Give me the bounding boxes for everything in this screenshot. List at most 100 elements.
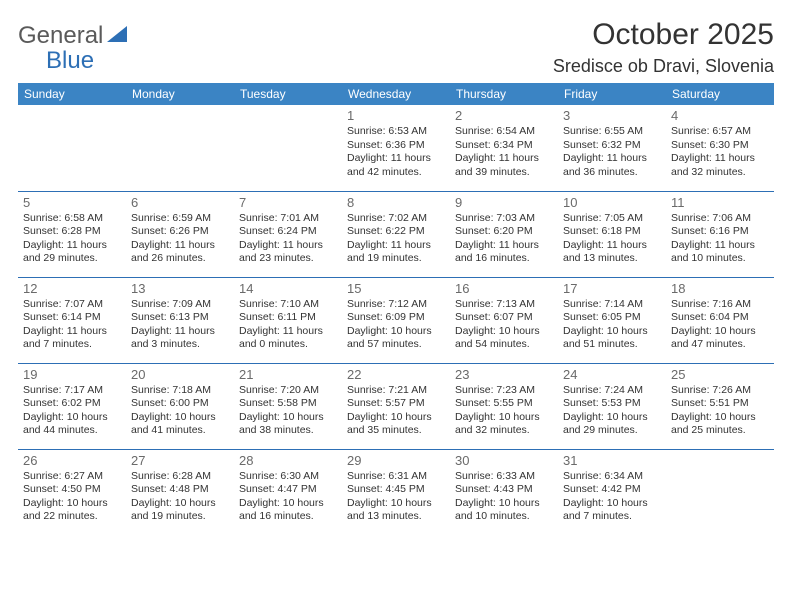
day-details: Sunrise: 7:23 AMSunset: 5:55 PMDaylight:… bbox=[455, 384, 553, 439]
day-details: Sunrise: 6:58 AMSunset: 6:28 PMDaylight:… bbox=[23, 212, 121, 267]
calendar-day-cell: 26Sunrise: 6:27 AMSunset: 4:50 PMDayligh… bbox=[18, 449, 126, 535]
logo-text-general: General bbox=[18, 22, 103, 50]
day-number: 19 bbox=[23, 367, 121, 382]
weekday-header: Friday bbox=[558, 83, 666, 105]
weekday-header-row: SundayMondayTuesdayWednesdayThursdayFrid… bbox=[18, 83, 774, 105]
weekday-header: Thursday bbox=[450, 83, 558, 105]
calendar-day-cell: 28 Sunrise: 6:30 AMSunset: 4:47 PMDayligh… bbox=[234, 449, 342, 535]
day-details: Sunrise: 6:59 AMSunset: 6:26 PMDaylight:… bbox=[131, 212, 229, 267]
weekday-header: Monday bbox=[126, 83, 234, 105]
logo-sail-icon bbox=[107, 25, 129, 48]
calendar-day-cell: 30 Sunrise: 6:33 AMSunset: 4:43 PMDayligh… bbox=[450, 449, 558, 535]
calendar-day-cell bbox=[666, 449, 774, 535]
day-details: Sunrise: 6:57 AMSunset: 6:30 PMDaylight:… bbox=[671, 125, 769, 180]
calendar-day-cell: 31Sunrise: 6:34 AMSunset: 4:42 PMDayligh… bbox=[558, 449, 666, 535]
day-number: 29 bbox=[347, 453, 445, 468]
day-details: Sunrise: 7:06 AMSunset: 6:16 PMDaylight:… bbox=[671, 212, 769, 267]
logo-blue-row: Blue bbox=[18, 47, 774, 75]
calendar-week-row: 5 Sunrise: 6:58 AMSunset: 6:28 PMDaylight… bbox=[18, 191, 774, 277]
day-number: 1 bbox=[347, 108, 445, 123]
calendar-day-cell: 27Sunrise: 6:28 AMSunset: 4:48 PMDayligh… bbox=[126, 449, 234, 535]
calendar-day-cell bbox=[126, 105, 234, 191]
day-number: 16 bbox=[455, 281, 553, 296]
day-number: 4 bbox=[671, 108, 769, 123]
day-details: Sunrise: 6:28 AMSunset: 4:48 PMDaylight:… bbox=[131, 470, 229, 525]
calendar-day-cell: 17 Sunrise: 7:14 AMSunset: 6:05 PMDayligh… bbox=[558, 277, 666, 363]
calendar-day-cell: 13 Sunrise: 7:09 AMSunset: 6:13 PMDayligh… bbox=[126, 277, 234, 363]
day-number: 7 bbox=[239, 195, 337, 210]
weekday-header: Wednesday bbox=[342, 83, 450, 105]
day-details: Sunrise: 7:12 AMSunset: 6:09 PMDaylight:… bbox=[347, 298, 445, 353]
day-details: Sunrise: 7:07 AMSunset: 6:14 PMDaylight:… bbox=[23, 298, 121, 353]
calendar-week-row: 19 Sunrise: 7:17 AMSunset: 6:02 PMDayligh… bbox=[18, 363, 774, 449]
calendar-day-cell: 16 Sunrise: 7:13 AMSunset: 6:07 PMDayligh… bbox=[450, 277, 558, 363]
weekday-header: Saturday bbox=[666, 83, 774, 105]
calendar-day-cell: 11 Sunrise: 7:06 AMSunset: 6:16 PMDayligh… bbox=[666, 191, 774, 277]
calendar-day-cell: 8 Sunrise: 7:02 AMSunset: 6:22 PMDaylight… bbox=[342, 191, 450, 277]
calendar-day-cell: 18Sunrise: 7:16 AMSunset: 6:04 PMDayligh… bbox=[666, 277, 774, 363]
calendar-week-row: 26Sunrise: 6:27 AMSunset: 4:50 PMDayligh… bbox=[18, 449, 774, 535]
day-details: Sunrise: 7:14 AMSunset: 6:05 PMDaylight:… bbox=[563, 298, 661, 353]
calendar-day-cell: 20 Sunrise: 7:18 AMSunset: 6:00 PMDayligh… bbox=[126, 363, 234, 449]
day-details: Sunrise: 7:13 AMSunset: 6:07 PMDaylight:… bbox=[455, 298, 553, 353]
day-details: Sunrise: 7:26 AMSunset: 5:51 PMDaylight:… bbox=[671, 384, 769, 439]
day-number: 5 bbox=[23, 195, 121, 210]
calendar-table: SundayMondayTuesdayWednesdayThursdayFrid… bbox=[18, 83, 774, 535]
calendar-day-cell: 19 Sunrise: 7:17 AMSunset: 6:02 PMDayligh… bbox=[18, 363, 126, 449]
calendar-day-cell: 1 Sunrise: 6:53 AMSunset: 6:36 PMDaylight… bbox=[342, 105, 450, 191]
day-details: Sunrise: 7:02 AMSunset: 6:22 PMDaylight:… bbox=[347, 212, 445, 267]
day-details: Sunrise: 7:21 AMSunset: 5:57 PMDaylight:… bbox=[347, 384, 445, 439]
day-number: 13 bbox=[131, 281, 229, 296]
day-details: Sunrise: 7:20 AMSunset: 5:58 PMDaylight:… bbox=[239, 384, 337, 439]
day-details: Sunrise: 7:24 AMSunset: 5:53 PMDaylight:… bbox=[563, 384, 661, 439]
day-number: 23 bbox=[455, 367, 553, 382]
day-details: Sunrise: 6:27 AMSunset: 4:50 PMDaylight:… bbox=[23, 470, 121, 525]
day-number: 20 bbox=[131, 367, 229, 382]
day-number: 15 bbox=[347, 281, 445, 296]
day-details: Sunrise: 6:54 AMSunset: 6:34 PMDaylight:… bbox=[455, 125, 553, 180]
day-details: Sunrise: 7:05 AMSunset: 6:18 PMDaylight:… bbox=[563, 212, 661, 267]
day-number: 12 bbox=[23, 281, 121, 296]
day-number: 24 bbox=[563, 367, 661, 382]
calendar-day-cell: 2Sunrise: 6:54 AMSunset: 6:34 PMDaylight… bbox=[450, 105, 558, 191]
day-number: 10 bbox=[563, 195, 661, 210]
calendar-day-cell: 7 Sunrise: 7:01 AMSunset: 6:24 PMDaylight… bbox=[234, 191, 342, 277]
day-number: 17 bbox=[563, 281, 661, 296]
calendar-day-cell: 5 Sunrise: 6:58 AMSunset: 6:28 PMDaylight… bbox=[18, 191, 126, 277]
calendar-week-row: 1 Sunrise: 6:53 AMSunset: 6:36 PMDaylight… bbox=[18, 105, 774, 191]
day-details: Sunrise: 7:17 AMSunset: 6:02 PMDaylight:… bbox=[23, 384, 121, 439]
calendar-day-cell: 6 Sunrise: 6:59 AMSunset: 6:26 PMDaylight… bbox=[126, 191, 234, 277]
day-number: 14 bbox=[239, 281, 337, 296]
logo-text-blue: Blue bbox=[46, 47, 94, 74]
day-number: 8 bbox=[347, 195, 445, 210]
weekday-header: Sunday bbox=[18, 83, 126, 105]
calendar-day-cell: 21 Sunrise: 7:20 AMSunset: 5:58 PMDayligh… bbox=[234, 363, 342, 449]
logo: General bbox=[18, 18, 131, 50]
day-number: 18 bbox=[671, 281, 769, 296]
calendar-day-cell: 9Sunrise: 7:03 AMSunset: 6:20 PMDaylight… bbox=[450, 191, 558, 277]
calendar-day-cell: 10 Sunrise: 7:05 AMSunset: 6:18 PMDayligh… bbox=[558, 191, 666, 277]
day-details: Sunrise: 7:01 AMSunset: 6:24 PMDaylight:… bbox=[239, 212, 337, 267]
day-details: Sunrise: 6:30 AMSunset: 4:47 PMDaylight:… bbox=[239, 470, 337, 525]
day-details: Sunrise: 7:03 AMSunset: 6:20 PMDaylight:… bbox=[455, 212, 553, 267]
day-details: Sunrise: 7:09 AMSunset: 6:13 PMDaylight:… bbox=[131, 298, 229, 353]
day-details: Sunrise: 6:53 AMSunset: 6:36 PMDaylight:… bbox=[347, 125, 445, 180]
day-details: Sunrise: 6:55 AMSunset: 6:32 PMDaylight:… bbox=[563, 125, 661, 180]
day-details: Sunrise: 6:33 AMSunset: 4:43 PMDaylight:… bbox=[455, 470, 553, 525]
day-details: Sunrise: 7:10 AMSunset: 6:11 PMDaylight:… bbox=[239, 298, 337, 353]
calendar-day-cell: 15 Sunrise: 7:12 AMSunset: 6:09 PMDayligh… bbox=[342, 277, 450, 363]
calendar-day-cell: 12 Sunrise: 7:07 AMSunset: 6:14 PMDayligh… bbox=[18, 277, 126, 363]
day-number: 22 bbox=[347, 367, 445, 382]
day-number: 3 bbox=[563, 108, 661, 123]
day-details: Sunrise: 7:18 AMSunset: 6:00 PMDaylight:… bbox=[131, 384, 229, 439]
day-number: 11 bbox=[671, 195, 769, 210]
day-number: 28 bbox=[239, 453, 337, 468]
weekday-header: Tuesday bbox=[234, 83, 342, 105]
calendar-day-cell: 29Sunrise: 6:31 AMSunset: 4:45 PMDayligh… bbox=[342, 449, 450, 535]
calendar-day-cell: 25Sunrise: 7:26 AMSunset: 5:51 PMDayligh… bbox=[666, 363, 774, 449]
day-number: 6 bbox=[131, 195, 229, 210]
day-number: 21 bbox=[239, 367, 337, 382]
day-number: 30 bbox=[455, 453, 553, 468]
calendar-day-cell bbox=[18, 105, 126, 191]
calendar-day-cell: 22 Sunrise: 7:21 AMSunset: 5:57 PMDayligh… bbox=[342, 363, 450, 449]
